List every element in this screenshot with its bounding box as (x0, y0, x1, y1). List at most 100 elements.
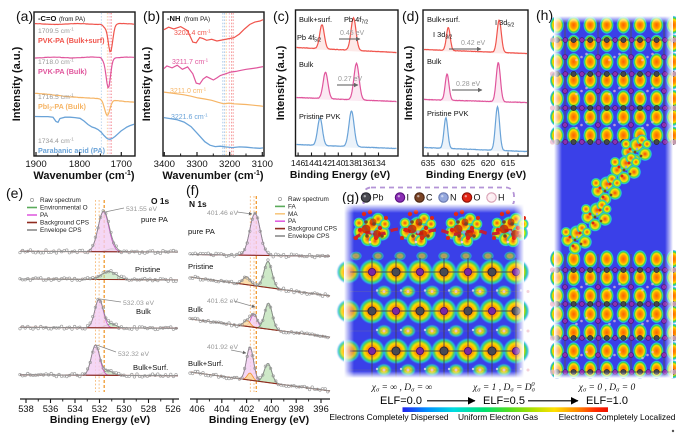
svg-text:528: 528 (141, 404, 157, 414)
svg-text:Raw spectrum: Raw spectrum (40, 197, 81, 204)
svg-text:Background CPS: Background CPS (40, 220, 89, 227)
svg-text:Intensity (a.u.): Intensity (a.u.) (275, 45, 287, 120)
svg-text:3221.6 cm-1: 3221.6 cm-1 (171, 113, 208, 122)
svg-text:(e): (e) (6, 185, 23, 201)
svg-text:404: 404 (214, 404, 230, 414)
svg-text:I: I (407, 193, 410, 203)
svg-text:Electrons Completely Dispersed: Electrons Completely Dispersed (329, 412, 449, 422)
svg-text:(d): (d) (402, 8, 419, 24)
svg-text:Bulk+Surf.: Bulk+Surf. (133, 363, 168, 372)
svg-text:406: 406 (189, 404, 205, 414)
svg-text:PA: PA (40, 212, 49, 219)
svg-text:pure PA: pure PA (141, 215, 169, 224)
svg-text:H: H (498, 193, 505, 203)
svg-text:1718.0 cm-1: 1718.0 cm-1 (38, 58, 74, 67)
svg-text:398: 398 (288, 404, 304, 414)
svg-text:(a): (a) (16, 8, 33, 24)
svg-text:144: 144 (304, 158, 319, 168)
svg-text:401.46 eV: 401.46 eV (207, 210, 238, 217)
svg-text:χσ = 1 , Dσ = Dσ0: χσ = 1 , Dσ = Dσ0 (472, 381, 536, 394)
svg-text:1700: 1700 (111, 159, 132, 170)
svg-text:Bulk: Bulk (188, 305, 203, 314)
svg-text:Binding Energy (eV): Binding Energy (eV) (290, 169, 390, 181)
svg-text:Binding Energy (eV): Binding Energy (eV) (209, 414, 309, 426)
svg-text:1800: 1800 (69, 159, 90, 170)
svg-text:142: 142 (318, 158, 333, 168)
svg-text:401.62 eV: 401.62 eV (207, 298, 238, 305)
svg-text:534: 534 (67, 404, 83, 414)
svg-text:Bulk: Bulk (136, 307, 151, 316)
svg-text:532.32 eV: 532.32 eV (118, 351, 149, 358)
svg-text:ELF=0.0: ELF=0.0 (380, 395, 422, 407)
svg-text:N: N (450, 193, 457, 203)
svg-text:Background CPS: Background CPS (288, 226, 337, 233)
svg-text:0.45 eV: 0.45 eV (340, 30, 364, 37)
svg-text:(f): (f) (186, 182, 199, 198)
svg-text:146: 146 (291, 158, 306, 168)
svg-text:3211.0 cm-1: 3211.0 cm-1 (170, 87, 207, 96)
svg-text:ELF=1.0: ELF=1.0 (586, 395, 628, 407)
svg-text:ELF=0.5: ELF=0.5 (483, 395, 525, 407)
svg-text:Intensity (a.u.): Intensity (a.u.) (11, 46, 23, 121)
svg-text:3211.7 cm-1: 3211.7 cm-1 (172, 58, 209, 67)
svg-text:MA: MA (288, 211, 298, 218)
svg-text:Pb 4f7/2: Pb 4f7/2 (344, 15, 368, 26)
svg-text:Raw spectrum: Raw spectrum (288, 196, 329, 203)
svg-text:(from PA): (from PA) (59, 16, 85, 23)
svg-text:Wavenumber (cm-1): Wavenumber (cm-1) (33, 170, 135, 182)
svg-text:(g): (g) (342, 189, 359, 205)
svg-text:1734.4 cm-1: 1734.4 cm-1 (38, 137, 74, 146)
svg-text:401.92 eV: 401.92 eV (207, 344, 238, 351)
svg-text:3200: 3200 (219, 159, 240, 170)
svg-text:Pb: Pb (373, 193, 384, 203)
svg-text:635: 635 (421, 158, 436, 168)
svg-text:Pristine PVK: Pristine PVK (427, 109, 469, 118)
svg-text:400: 400 (264, 404, 280, 414)
svg-text:χσ = 0 , Dσ = 0: χσ = 0 , Dσ = 0 (578, 383, 636, 394)
svg-text:532: 532 (92, 404, 108, 414)
svg-text:Pristine PVK: Pristine PVK (299, 112, 341, 121)
svg-text:3400: 3400 (154, 159, 175, 170)
svg-text:Pristine: Pristine (188, 262, 213, 271)
svg-text:536: 536 (43, 404, 59, 414)
svg-text:402: 402 (239, 404, 255, 414)
svg-text:PbI2-PA (Bulk): PbI2-PA (Bulk) (38, 102, 87, 113)
svg-text:Intensity (a.u.): Intensity (a.u.) (141, 46, 153, 121)
svg-text:1716.5 cm-1: 1716.5 cm-1 (38, 93, 74, 102)
svg-text:538: 538 (18, 404, 34, 414)
svg-text:Bulk: Bulk (427, 57, 442, 66)
svg-text:Binding Energy (eV): Binding Energy (eV) (426, 169, 526, 181)
svg-text:Environmental O: Environmental O (40, 205, 88, 212)
svg-text:1900: 1900 (25, 159, 46, 170)
svg-text:O 1s: O 1s (151, 196, 169, 206)
svg-text:0.42 eV: 0.42 eV (461, 40, 485, 47)
svg-text:PA: PA (288, 218, 297, 225)
svg-text:396: 396 (313, 404, 329, 414)
svg-text:Bulk+surf.: Bulk+surf. (299, 15, 332, 24)
svg-text:Pb 4f5/2: Pb 4f5/2 (297, 33, 321, 44)
svg-text:PVK-PA (Bulk+surf): PVK-PA (Bulk+surf) (38, 36, 105, 45)
svg-text:0.27 eV: 0.27 eV (338, 76, 362, 83)
svg-text:531.55 eV: 531.55 eV (126, 206, 157, 213)
svg-text:Uniform Electron Gas: Uniform Electron Gas (458, 412, 538, 422)
svg-text:526: 526 (165, 404, 181, 414)
svg-text:3100: 3100 (252, 159, 273, 170)
svg-text:(b): (b) (143, 8, 160, 24)
svg-text:Bulk+surf.: Bulk+surf. (427, 15, 460, 24)
svg-text:1709.5 cm-1: 1709.5 cm-1 (38, 27, 74, 36)
svg-text:138: 138 (345, 158, 360, 168)
svg-text:N 1s: N 1s (189, 199, 207, 209)
svg-text:630: 630 (441, 158, 456, 168)
svg-text:625: 625 (461, 158, 476, 168)
svg-text:Parabanic acid (PA): Parabanic acid (PA) (38, 146, 106, 155)
svg-text:χσ = ∞ , Dσ = ∞: χσ = ∞ , Dσ = ∞ (371, 383, 433, 394)
svg-text:Binding Energy (eV): Binding Energy (eV) (50, 414, 150, 426)
svg-text:I 3d3/2: I 3d3/2 (433, 30, 452, 41)
svg-text:140: 140 (331, 158, 346, 168)
svg-text:PVK-PA (Bulk): PVK-PA (Bulk) (38, 67, 87, 76)
svg-text:530: 530 (116, 404, 132, 414)
svg-text:3202.4 cm-1: 3202.4 cm-1 (174, 29, 211, 38)
svg-text:C: C (426, 193, 433, 203)
svg-text:134: 134 (371, 158, 386, 168)
svg-text:Wavenumber (cm-1): Wavenumber (cm-1) (162, 170, 264, 182)
